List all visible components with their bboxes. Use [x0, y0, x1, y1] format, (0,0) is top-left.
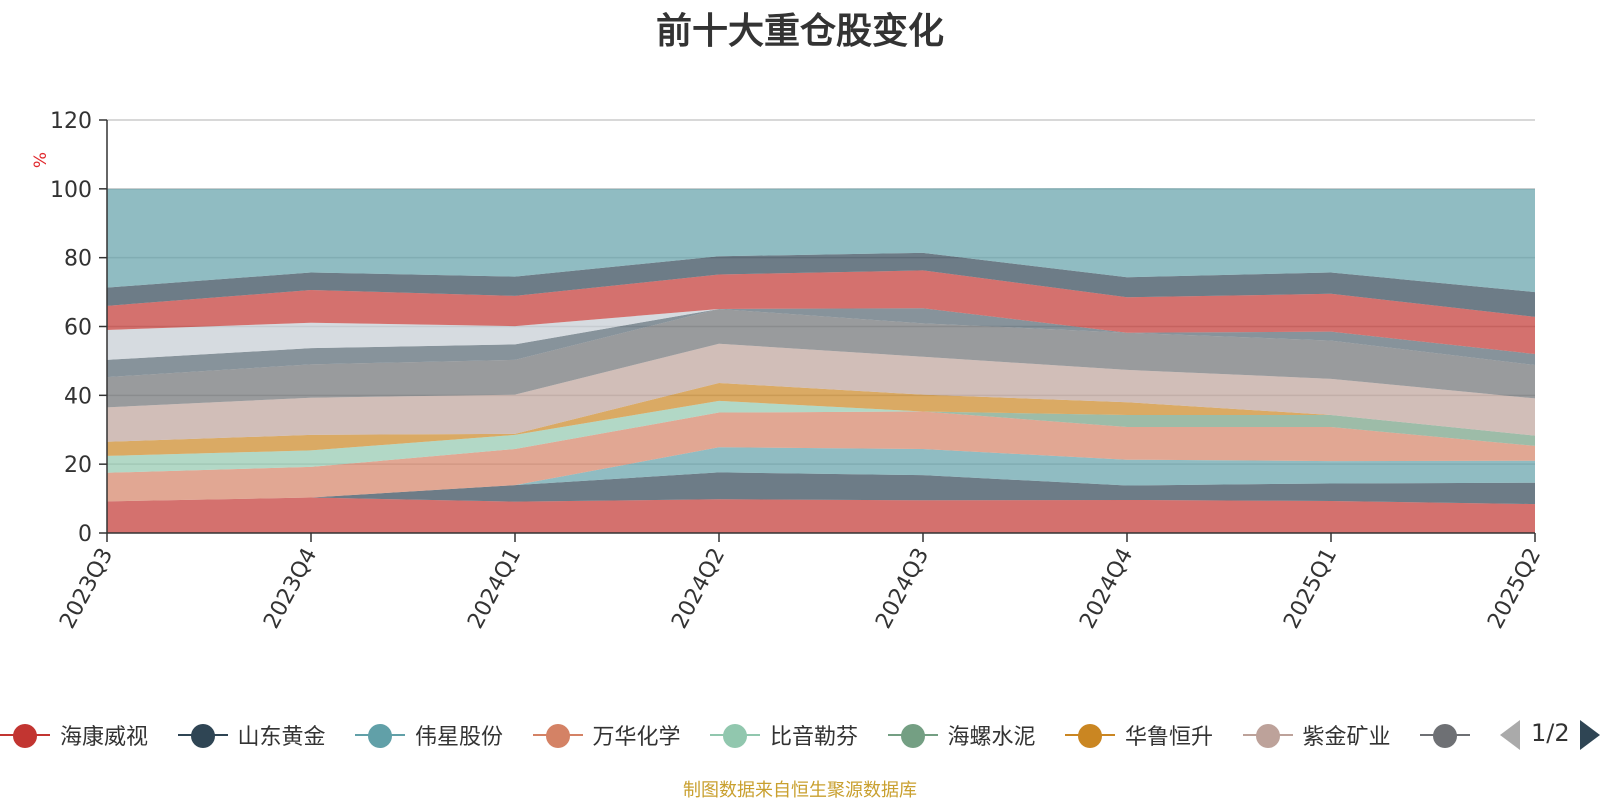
legend-item[interactable]: 紫金矿业 — [1243, 715, 1391, 755]
legend: 海康威视 山东黄金 伟星股份 万华化学 比音勒芬 海螺水泥 华鲁恒升 紫金矿业 — [0, 715, 1480, 755]
legend-item[interactable]: 华鲁恒升 — [1065, 715, 1213, 755]
legend-prev-page-icon[interactable] — [1500, 720, 1520, 750]
legend-item[interactable]: 山东黄金 — [178, 715, 326, 755]
legend-marker-icon — [1065, 720, 1115, 750]
legend-pager: 1/2 — [1500, 715, 1600, 755]
legend-label: 比音勒芬 — [770, 719, 858, 751]
legend-marker-icon — [355, 720, 405, 750]
y-tick-label: 80 — [64, 247, 92, 272]
area-series-0 — [107, 498, 1535, 533]
legend-label: 万华化学 — [593, 719, 681, 751]
legend-marker-icon — [1420, 720, 1470, 750]
y-tick-label: 0 — [78, 522, 92, 547]
legend-marker-icon — [710, 720, 760, 750]
legend-marker-icon — [1243, 720, 1293, 750]
chart-canvas: 0 20 40 60 80 100 120 2023Q3 2023Q4 2024Q1 2024Q2 2… — [0, 0, 1600, 700]
legend-label: 伟星股份 — [415, 719, 503, 751]
y-tick-label: 120 — [50, 109, 92, 134]
legend-item[interactable]: 万华化学 — [533, 715, 681, 755]
legend-marker-icon — [178, 720, 228, 750]
legend-label: 山东黄金 — [238, 719, 326, 751]
legend-item[interactable]: 伟星股份 — [355, 715, 503, 755]
legend-marker-icon — [0, 720, 50, 750]
y-tick-label: 60 — [64, 316, 92, 341]
legend-marker-icon — [533, 720, 583, 750]
legend-label: 海螺水泥 — [948, 719, 1036, 751]
y-tick-label: 100 — [50, 178, 92, 203]
legend-item[interactable]: 海螺水泥 — [888, 715, 1036, 755]
x-tick-label: 2023Q4 — [259, 544, 322, 633]
legend-label: 华鲁恒升 — [1125, 719, 1213, 751]
legend-label: 海康威视 — [60, 719, 148, 751]
legend-page-indicator: 1/2 — [1531, 719, 1570, 747]
x-tick-label: 2023Q3 — [55, 544, 118, 633]
y-tick-label: 40 — [64, 384, 92, 409]
x-tick-label: 2024Q4 — [1075, 544, 1138, 633]
x-tick-label: 2024Q2 — [667, 544, 730, 633]
legend-item[interactable]: 海康威视 — [0, 715, 148, 755]
x-tick-label: 2025Q2 — [1483, 544, 1546, 633]
x-tick-label: 2024Q1 — [463, 544, 526, 633]
x-tick-label: 2025Q1 — [1279, 544, 1342, 633]
legend-marker-icon — [888, 720, 938, 750]
legend-next-page-icon[interactable] — [1580, 720, 1600, 750]
x-tick-label: 2024Q3 — [871, 544, 934, 633]
y-axis-unit: % — [31, 152, 51, 168]
y-tick-label: 20 — [64, 453, 92, 478]
source-note: 制图数据来自恒生聚源数据库 — [0, 776, 1600, 802]
legend-item[interactable] — [1420, 715, 1480, 755]
legend-item[interactable]: 比音勒芬 — [710, 715, 858, 755]
legend-label: 紫金矿业 — [1303, 719, 1391, 751]
